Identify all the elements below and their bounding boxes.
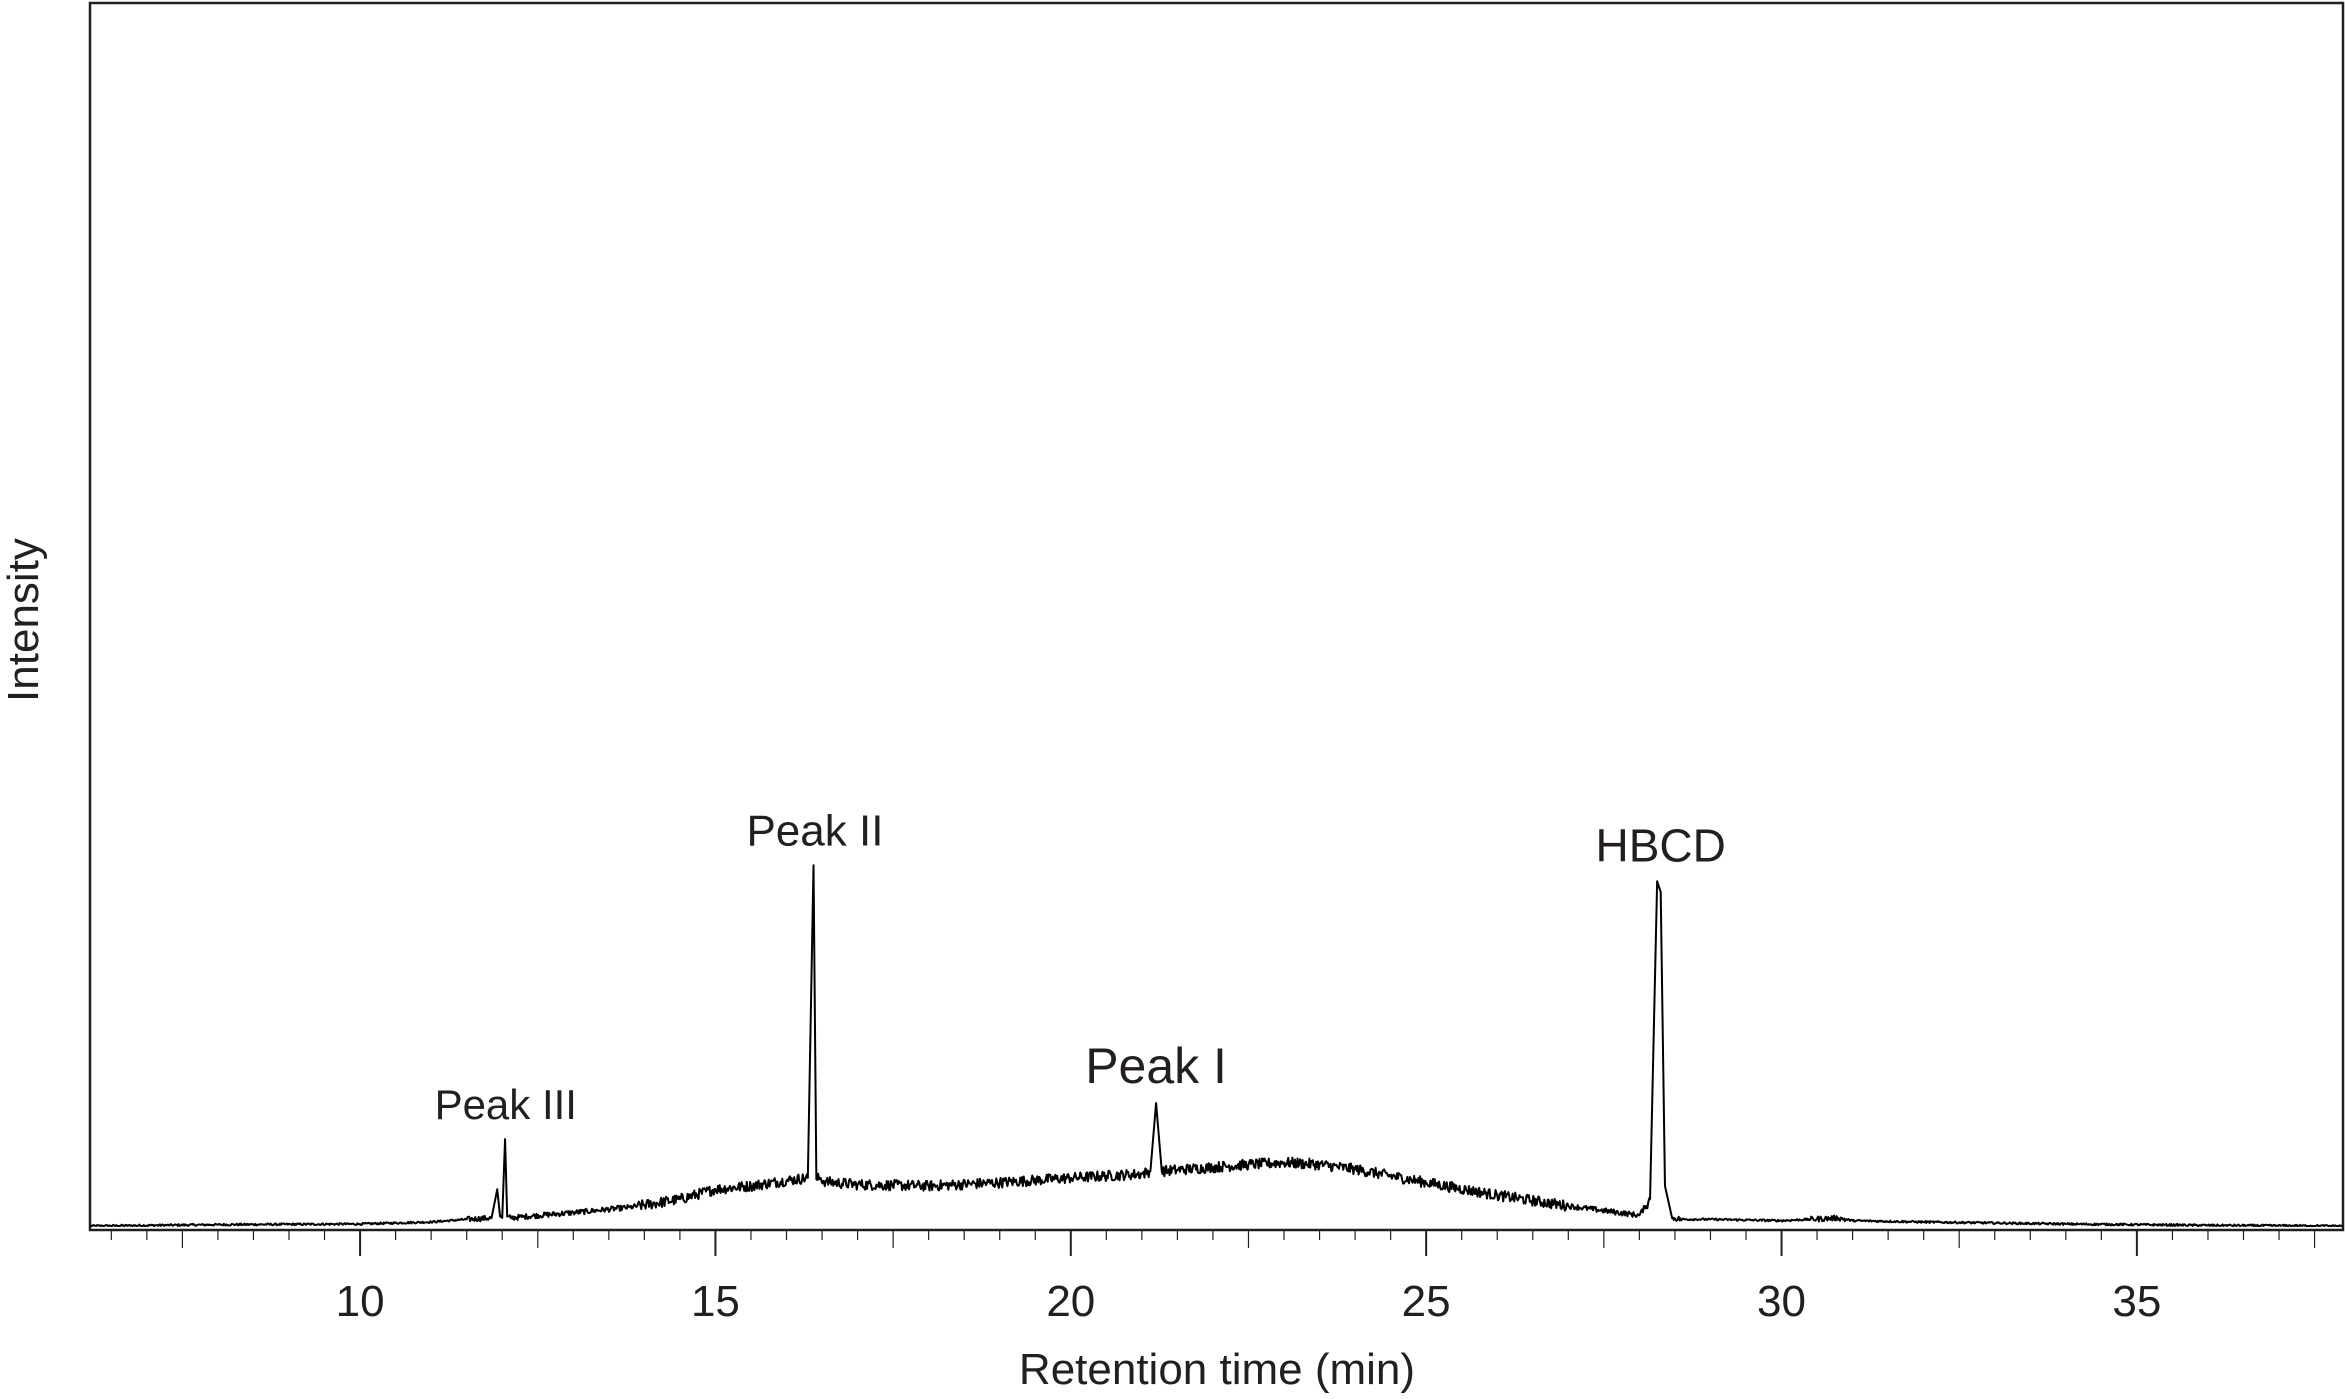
peak-label: Peak I <box>1085 1038 1227 1094</box>
x-tick-label: 10 <box>336 1277 385 1326</box>
chromatogram-line <box>89 864 2344 1227</box>
x-axis-ticks <box>110 1230 2316 1256</box>
peak-label: Peak III <box>435 1081 577 1128</box>
plot-frame <box>88 1 2345 1232</box>
x-tick-label: 15 <box>691 1277 740 1326</box>
x-axis-tick-labels: 10 15 20 25 30 35 <box>336 1277 2162 1326</box>
x-tick-label: 20 <box>1046 1277 1095 1326</box>
x-tick-label: 30 <box>1757 1277 1806 1326</box>
peak-label: Peak II <box>746 806 883 855</box>
peak-annotations: Peak III Peak II Peak I HBCD <box>435 806 1726 1128</box>
x-axis-title: Retention time (min) <box>1019 1345 1415 1394</box>
x-tick-label: 25 <box>1402 1277 1451 1326</box>
peak-label: HBCD <box>1596 819 1726 871</box>
y-axis-title: Intensity <box>0 538 48 702</box>
x-tick-label: 35 <box>2112 1277 2161 1326</box>
